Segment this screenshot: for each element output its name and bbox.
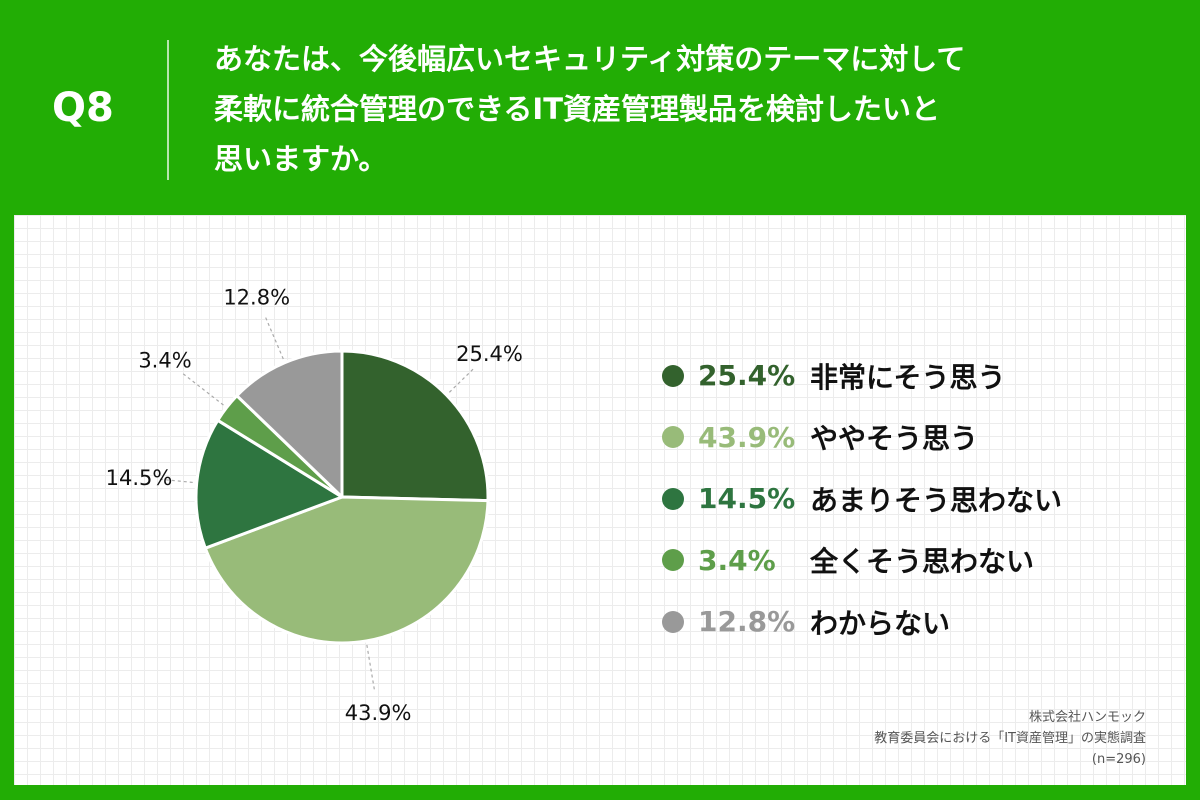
legend-item-very-much: 25.4% 非常にそう思う [662,345,1162,407]
legend-dot [662,549,684,572]
legend-label: 全くそう思わない [810,545,1035,579]
leader-line-not-at-all [180,371,224,406]
legend-percent: 12.8% [698,605,796,639]
legend-label: わからない [810,606,951,640]
pie-slice-somewhat [203,495,490,645]
header-banner: Q8 あなたは、今後幅広いセキュリティ対策のテーマに対して 柔軟に統合管理のでき… [0,0,1200,215]
source-sample-size: (n=296) [1091,752,1146,767]
legend-percent: 14.5% [698,482,796,516]
header-divider [167,40,169,180]
pie-slice-not-much [194,418,344,550]
legend-percent: 3.4% [698,543,776,577]
legend-label: ややそう思う [810,422,979,456]
legend-item-not-much: 14.5% あまりそう思わない [662,468,1162,530]
question-text: あなたは、今後幅広いセキュリティ対策のテーマに対して 柔軟に統合管理のできるIT… [214,42,966,176]
pie-chart: 25.4% 43.9% 14.5% 3.4% 12.8% [106,285,523,725]
pie-slice-dont-know [235,349,344,499]
leader-line-dont-know [263,314,284,360]
data-label-somewhat: 43.9% [345,701,412,725]
legend-label: 非常にそう思う [810,360,1006,394]
legend-item-somewhat: 43.9% ややそう思う [662,407,1162,469]
legend-label: あまりそう思わない [810,483,1063,517]
legend-item-not-at-all: 3.4% 全くそう思わない [662,530,1162,592]
legend: 25.4% 非常にそう思う 43.9% ややそう思う 14.5% あまりそう思わ… [662,345,1162,653]
source-note: 株式会社ハンモック 教育委員会における「IT資産管理」の実態調査 (n=296) [874,707,1146,770]
leader-line-very-much [448,366,476,393]
question-number: Q8 [52,85,114,131]
legend-dot [662,364,684,387]
source-survey: 教育委員会における「IT資産管理」の実態調査 [874,731,1146,746]
legend-dot [662,487,684,510]
legend-percent: 43.9% [698,420,796,454]
legend-item-dont-know: 12.8% わからない [662,591,1162,653]
data-label-not-at-all: 3.4% [138,349,191,373]
legend-dot [662,610,684,633]
chart-panel: 25.4% 43.9% 14.5% 3.4% 12.8% 25.4% 非常にそう思う 4… [14,215,1186,785]
data-label-not-much: 14.5% [106,466,173,490]
leader-line-somewhat [366,644,376,693]
data-label-very-much: 25.4% [456,342,523,366]
pie-slice-very-much [340,349,490,503]
data-label-dont-know: 12.8% [223,285,290,309]
legend-percent: 25.4% [698,359,796,393]
legend-dot [662,426,684,449]
source-company: 株式会社ハンモック [1028,710,1146,725]
